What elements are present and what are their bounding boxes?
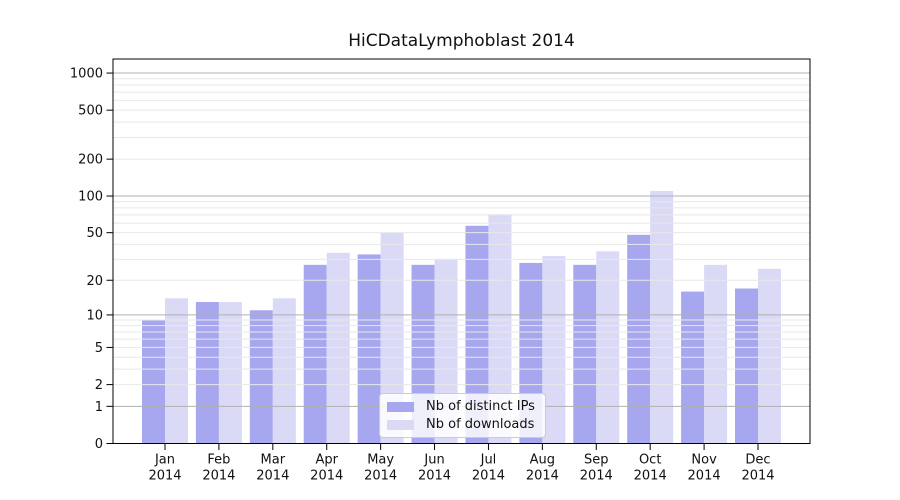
x-tick-label-year-mar: 2014	[256, 469, 289, 484]
y-tick-label-100: 100	[78, 190, 103, 205]
legend-swatch-downloads-icon	[387, 419, 414, 430]
x-tick-label-month-aug: Aug	[530, 453, 555, 468]
axes-frame	[112, 58, 811, 444]
x-tick-label-year-aug: 2014	[526, 469, 559, 484]
y-tick-label-5: 5	[95, 341, 103, 356]
bar-ips-apr	[303, 264, 327, 444]
bar-ips-feb	[195, 301, 219, 444]
x-tick-label-year-nov: 2014	[688, 469, 721, 484]
bar-downloads-oct	[650, 190, 674, 444]
x-tick-label-year-apr: 2014	[310, 469, 343, 484]
bar-ips-nov	[681, 291, 705, 444]
bar-downloads-mar	[272, 298, 296, 444]
x-tick-label-month-nov: Nov	[691, 453, 717, 468]
x-tick-label-year-feb: 2014	[202, 469, 235, 484]
x-tick-label-month-jul: Jul	[480, 453, 497, 468]
x-tick-label-year-may: 2014	[364, 469, 397, 484]
bar-downloads-may	[380, 232, 404, 444]
bar-ips-sep	[573, 264, 597, 444]
x-tick-label-month-jun: Jun	[423, 453, 444, 468]
y-tick-label-0: 0	[95, 437, 103, 452]
bar-ips-may	[357, 254, 381, 444]
x-tick-label-year-dec: 2014	[741, 469, 774, 484]
bar-downloads-jan	[165, 298, 188, 444]
legend-swatch-ips-icon	[387, 401, 414, 412]
y-tick-label-1: 1	[95, 400, 103, 415]
y-tick-label-2: 2	[95, 378, 103, 393]
x-tick-label-year-jan: 2014	[148, 469, 181, 484]
bar-downloads-aug	[542, 256, 566, 444]
legend-item-downloads: Nb of downloads	[387, 417, 537, 432]
x-tick-label-month-oct: Oct	[639, 453, 661, 468]
x-tick-label-month-jan: Jan	[154, 453, 175, 468]
x-tick-label-month-apr: Apr	[315, 453, 338, 468]
x-tick-label-year-jun: 2014	[418, 469, 451, 484]
legend-label-downloads: Nb of downloads	[426, 417, 535, 432]
x-tick-label-month-mar: Mar	[261, 453, 286, 468]
legend-label-distinct-ips: Nb of distinct IPs	[426, 399, 535, 414]
x-tick-label-year-sep: 2014	[580, 469, 613, 484]
x-tick-label-year-jul: 2014	[472, 469, 505, 484]
bar-downloads-apr	[326, 252, 350, 444]
bar-ips-dec	[735, 288, 758, 444]
x-tick-label-month-sep: Sep	[584, 453, 609, 468]
x-tick-label-year-oct: 2014	[634, 469, 667, 484]
chart-title: HiCDataLymphoblast 2014	[348, 31, 575, 51]
bar-downloads-nov	[704, 264, 728, 444]
legend: Nb of distinct IPs Nb of downloads	[379, 393, 546, 438]
y-tick-label-1000: 1000	[70, 67, 103, 82]
bar-downloads-feb	[218, 301, 242, 444]
y-tick-label-500: 500	[78, 104, 103, 119]
bar-ips-mar	[249, 310, 273, 444]
x-tick-label-month-may: May	[367, 453, 394, 468]
bar-ips-jan	[142, 320, 165, 444]
legend-item-distinct-ips: Nb of distinct IPs	[387, 399, 537, 414]
y-tick-label-200: 200	[78, 153, 103, 168]
y-tick-label-20: 20	[86, 274, 103, 289]
bar-downloads-dec	[758, 268, 781, 444]
x-tick-label-month-feb: Feb	[207, 453, 230, 468]
y-tick-label-50: 50	[86, 226, 103, 241]
bar-downloads-jul	[488, 214, 512, 444]
y-tick-label-10: 10	[86, 308, 103, 323]
x-tick-label-month-dec: Dec	[745, 453, 770, 468]
